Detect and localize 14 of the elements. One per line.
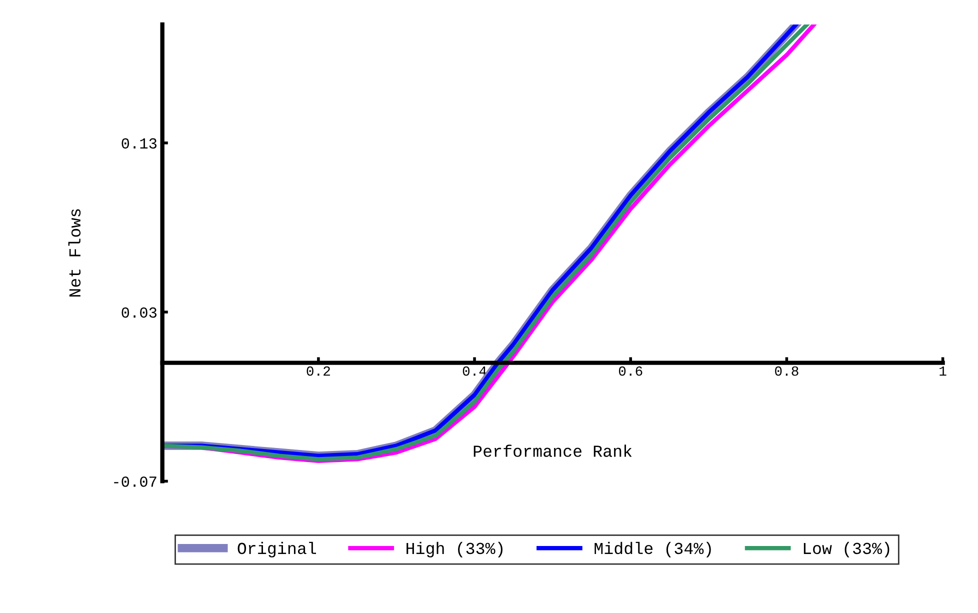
y-tick-label: -0.07	[114, 476, 156, 487]
y-tick-label: 0.13	[122, 138, 157, 149]
y-tick-label: 0.03	[122, 307, 157, 318]
y-axis-title: Net Flows	[68, 209, 81, 297]
x-tick-label: 0.4	[462, 366, 486, 376]
legend-label: Original	[238, 542, 316, 558]
x-axis-title: Performance Rank	[474, 444, 632, 457]
x-tick-label: 0.2	[306, 366, 330, 376]
x-tick-label: 1	[940, 366, 946, 376]
x-tick-label: 0.6	[618, 366, 642, 376]
legend-label: High (33%)	[406, 542, 502, 558]
legend-label: Middle (34%)	[594, 542, 711, 558]
legend-label: Low (33%)	[804, 542, 890, 558]
x-tick-label: 0.8	[775, 366, 798, 376]
